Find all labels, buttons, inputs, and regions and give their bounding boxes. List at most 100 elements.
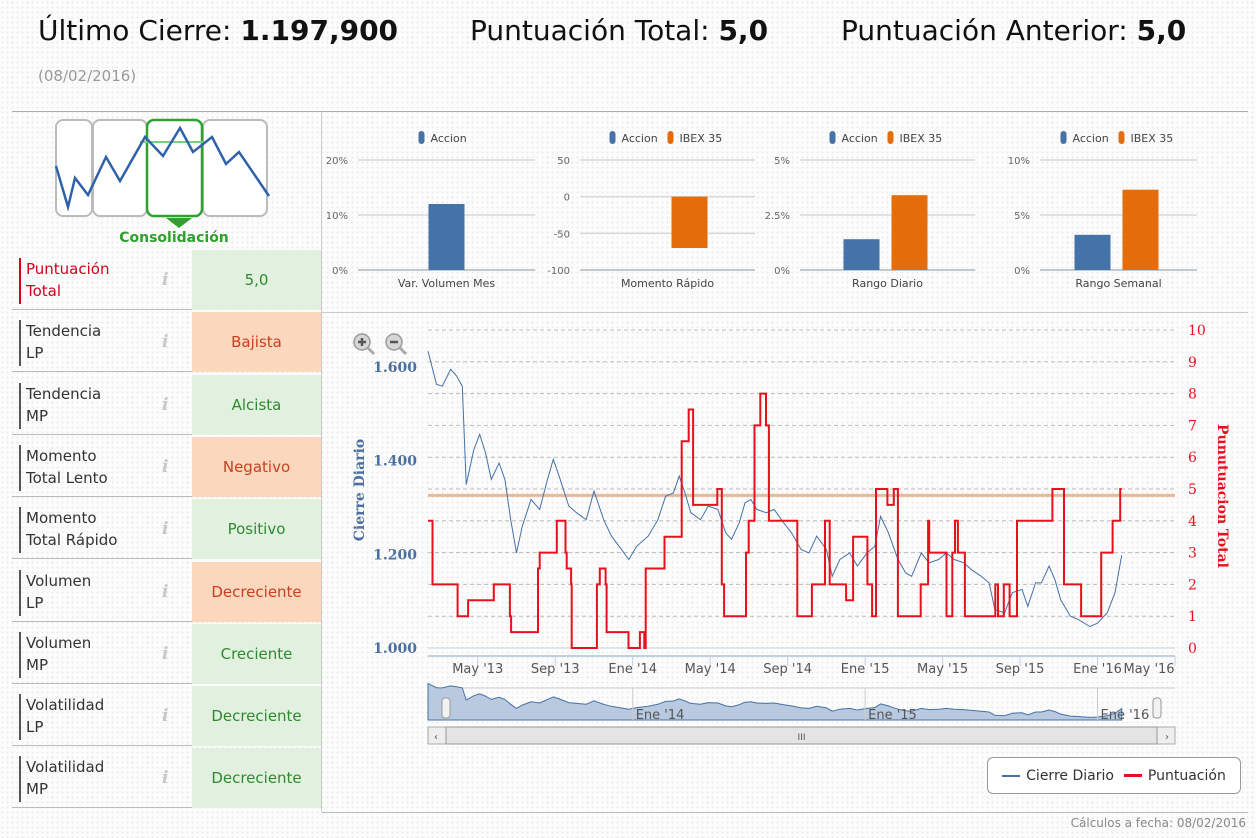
- indicator-label-line1: Momento: [26, 509, 97, 528]
- score-line-icon: [1123, 774, 1142, 777]
- right-axis-tick: 5: [1188, 482, 1197, 498]
- right-axis-title: Punutuacion Total: [1214, 424, 1230, 568]
- bar-ibex-35: [891, 195, 928, 270]
- right-axis-tick: 10: [1188, 323, 1206, 339]
- info-icon[interactable]: i: [162, 519, 169, 540]
- indicator-label-line1: Volumen: [26, 633, 92, 652]
- chart-divider: [322, 312, 1248, 313]
- zoom-in-icon[interactable]: [352, 332, 376, 356]
- bar-accion: [1074, 234, 1111, 270]
- scrollbar-grip-icon: III: [798, 733, 806, 743]
- bar-accion: [428, 204, 465, 270]
- total-score-label: Puntuación Total:: [470, 14, 710, 47]
- legend-swatch-icon: [1118, 131, 1125, 144]
- indicator-row: Volumen LP i Decreciente: [12, 561, 322, 622]
- legend-swatch-icon: [609, 131, 616, 144]
- indicator-label-line1: Tendencia: [26, 384, 102, 403]
- indicator-label: Tendencia MP: [19, 382, 159, 429]
- info-icon[interactable]: i: [162, 332, 169, 353]
- navigator-left-handle[interactable]: [441, 697, 451, 719]
- indicator-label-line2: Total: [26, 282, 62, 300]
- info-icon[interactable]: i: [162, 581, 169, 602]
- indicator-label-line1: Tendencia: [26, 322, 102, 341]
- indicator-label-line1: Momento: [26, 446, 97, 465]
- navigator-scrollbar[interactable]: ‹ › III: [427, 726, 1176, 745]
- header-date: (08/02/2016): [38, 67, 137, 85]
- previous-score-value: 5,0: [1136, 14, 1187, 47]
- y-tick-label: 50: [557, 156, 570, 167]
- indicator-label-line2: MP: [26, 406, 48, 425]
- indicator-row: Momento Total Rápido i Positivo: [12, 499, 322, 560]
- scroll-left-arrow-icon[interactable]: ‹: [434, 732, 438, 743]
- indicator-value: 5,0: [192, 250, 321, 310]
- bar-chart-title: Momento Rápido: [621, 277, 714, 290]
- indicator-label-line2: MP: [26, 780, 48, 799]
- indicator-value: Negativo: [192, 436, 321, 497]
- right-axis-tick: 2: [1188, 577, 1197, 593]
- scrollbar-thumb[interactable]: [445, 726, 1158, 745]
- navigator-tick-label: Ene '16: [1101, 708, 1150, 723]
- previous-score: Puntuación Anterior: 5,0: [841, 14, 1186, 47]
- last-close-value: 1.197,900: [240, 14, 399, 47]
- navigator-tick-label: Ene '15: [868, 708, 917, 723]
- info-icon[interactable]: i: [162, 394, 169, 415]
- x-axis-tick-label: Sep '13: [531, 662, 580, 677]
- y-tick-label: 10%: [1008, 156, 1030, 167]
- indicator-label-line1: Volatilidad: [26, 696, 105, 715]
- x-axis-tick-label: Ene '16: [1073, 662, 1122, 677]
- indicator-row: Volumen MP i Creciente: [12, 623, 322, 684]
- indicator-value: Positivo: [192, 499, 321, 560]
- legend-label: Accion: [1073, 132, 1109, 145]
- comparison-bar-charts: 20% 10% 0% Accion Var. Volumen Mes 50 0 -50 -100…: [326, 131, 1197, 290]
- legend-close[interactable]: Cierre Diario: [1002, 768, 1114, 784]
- last-close-label: Último Cierre:: [38, 14, 232, 47]
- x-axis-tick-label: May '14: [685, 662, 736, 677]
- info-icon[interactable]: i: [162, 706, 169, 727]
- bar-chart-0: 20% 10% 0% Accion Var. Volumen Mes: [326, 131, 535, 290]
- x-axis-tick-label: Ene '15: [841, 662, 890, 677]
- scroll-right-arrow-icon[interactable]: ›: [1165, 732, 1169, 743]
- last-close: Último Cierre: 1.197,900: [38, 14, 398, 47]
- info-icon[interactable]: i: [162, 270, 169, 290]
- indicator-label: Puntuación Total: [19, 258, 159, 304]
- previous-score-label: Puntuación Anterior:: [841, 14, 1128, 47]
- bar-chart-1: 50 0 -50 -100 Accion IBEX 35 Momento Rápido: [547, 131, 755, 290]
- indicator-row: Momento Total Lento i Negativo: [12, 436, 322, 497]
- legend-score[interactable]: Puntuación: [1123, 768, 1226, 784]
- indicator-label-line1: Puntuación: [26, 260, 110, 278]
- indicator-row: Tendencia MP i Alcista: [12, 374, 322, 435]
- indicator-label: Volatilidad LP: [19, 694, 159, 741]
- bar-chart-title: Rango Semanal: [1075, 277, 1161, 290]
- indicator-label: Momento Total Rápido: [19, 507, 159, 554]
- y-tick-label: 0%: [332, 266, 348, 277]
- info-icon[interactable]: i: [162, 456, 169, 477]
- bar-accion: [843, 239, 880, 270]
- indicator-label-line2: LP: [26, 718, 44, 737]
- info-icon[interactable]: i: [162, 643, 169, 664]
- indicator-label-line2: LP: [26, 593, 44, 612]
- y-tick-label: -50: [554, 229, 570, 240]
- legend-swatch-icon: [887, 131, 894, 144]
- legend-label: IBEX 35: [900, 132, 943, 145]
- indicator-value: Decreciente: [192, 561, 321, 622]
- right-axis-tick: 9: [1188, 355, 1197, 371]
- indicator-label-line2: LP: [26, 344, 44, 363]
- y-tick-label: -100: [547, 266, 570, 277]
- navigator: Ene '14 Ene '15 Ene '16 ‹ › III: [427, 682, 1176, 745]
- left-axis-tick: 1.200: [373, 547, 417, 563]
- indicator-label-line2: MP: [26, 655, 48, 674]
- bar-chart-title: Rango Diario: [852, 277, 923, 290]
- close-line-icon: [1002, 774, 1021, 777]
- indicator-value: Decreciente: [192, 748, 321, 809]
- indicator-label: Volatilidad MP: [19, 756, 159, 803]
- zoom-out-icon[interactable]: [384, 332, 408, 356]
- y-tick-label: 10%: [326, 211, 348, 222]
- indicator-row: Puntuación Total i 5,0: [12, 250, 322, 310]
- y-tick-label: 2.5%: [765, 211, 790, 222]
- bar-chart-3: 10% 5% 0% Accion IBEX 35 Rango Semanal: [1008, 131, 1197, 290]
- left-axis-title: Cierre Diario: [352, 439, 368, 541]
- header-divider: [12, 111, 1248, 112]
- navigator-right-handle[interactable]: [1152, 697, 1162, 719]
- y-tick-label: 20%: [326, 156, 348, 167]
- info-icon[interactable]: i: [162, 768, 169, 789]
